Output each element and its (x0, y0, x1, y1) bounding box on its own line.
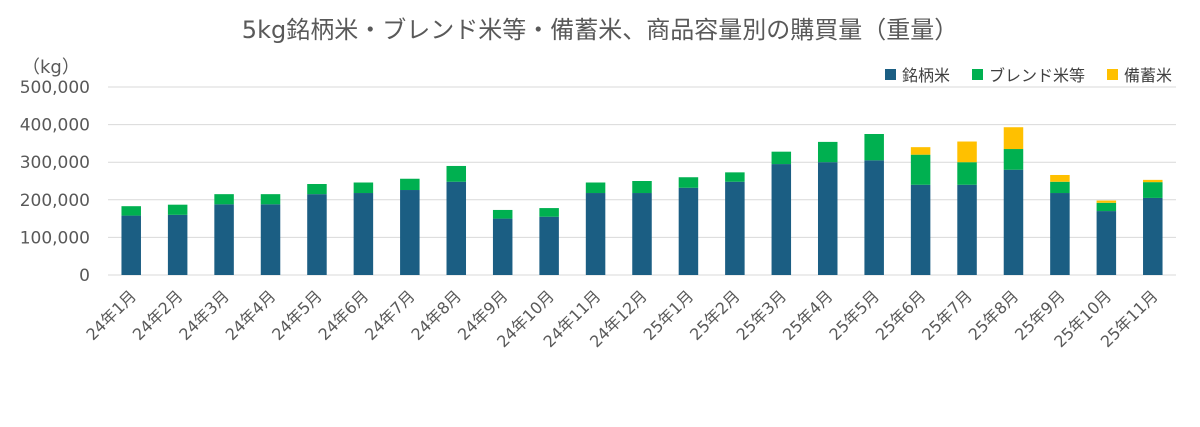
bar-segment-blend-rice (307, 184, 327, 195)
bar-segment-blend-rice (864, 134, 884, 161)
y-tick-label: 500,000 (20, 78, 90, 98)
bar-segment-blend-rice (817, 141, 838, 163)
x-tick-label: 25年6月 (872, 286, 930, 344)
legend-item-stockpile-rice: 備蓄米 (1106, 62, 1172, 86)
bar-segment-brand-rice (678, 187, 699, 275)
legend-label-stockpile-rice: 備蓄米 (1123, 66, 1172, 85)
x-tick-label: 24年4月 (222, 286, 280, 344)
bar-segment-brand-rice (539, 216, 559, 275)
bar-segment-blend-rice (400, 178, 420, 191)
y-tick-label: 0 (79, 266, 90, 286)
x-tick-label: 24年5月 (268, 286, 326, 344)
x-tick-label: 25年1月 (640, 286, 698, 344)
x-tick-label: 24年3月 (175, 286, 233, 344)
bar-segment-blend-rice (771, 151, 792, 165)
y-tick-label: 100,000 (20, 228, 90, 248)
bar-segment-blend-rice (260, 194, 281, 205)
bar-segment-brand-rice (771, 164, 792, 275)
bar-segment-blend-rice (1143, 182, 1163, 198)
chart-title: 5kg銘柄米・ブレンド米等・備蓄米、商品容量別の購買量（重量） (241, 16, 959, 44)
bar-segment-blend-rice (353, 182, 374, 194)
y-tick-label: 200,000 (20, 191, 90, 211)
legend-swatch-blend-rice (971, 68, 983, 80)
bar-segment-blend-rice (1096, 202, 1117, 212)
bar-segment-brand-rice (260, 204, 281, 275)
bar-segment-blend-rice (1050, 181, 1070, 194)
bar-segment-brand-rice (492, 218, 513, 275)
bar-segment-blend-rice (1003, 149, 1024, 170)
bar-segment-blend-rice (214, 194, 234, 205)
bar-segment-brand-rice (307, 194, 327, 275)
bar-segment-blend-rice (725, 172, 745, 182)
bar-layer (121, 127, 1163, 275)
bar-segment-stockpile-rice (957, 141, 977, 163)
bar-segment-brand-rice (446, 181, 467, 275)
bar-segment-brand-rice (725, 181, 745, 275)
bar-segment-brand-rice (817, 162, 838, 275)
bar-segment-blend-rice (539, 208, 559, 217)
bar-segment-stockpile-rice (1143, 179, 1163, 183)
bar-segment-blend-rice (121, 206, 141, 216)
x-tick-label: 25年3月 (732, 286, 790, 344)
x-tick-label: 24年2月 (129, 286, 187, 344)
bar-segment-blend-rice (167, 204, 188, 215)
y-tick-label: 400,000 (20, 116, 90, 136)
legend-swatch-brand-rice (884, 68, 896, 80)
x-tick-label: 25年2月 (686, 286, 744, 344)
legend-item-blend-rice: ブレンド米等 (971, 62, 1085, 86)
bar-segment-blend-rice (678, 177, 699, 188)
bar-segment-blend-rice (910, 154, 931, 185)
y-axis-unit-label: （kg） (22, 57, 80, 78)
bar-segment-blend-rice (585, 182, 606, 194)
bar-segment-stockpile-rice (1050, 174, 1070, 182)
bar-segment-stockpile-rice (910, 147, 931, 155)
bar-segment-stockpile-rice (1003, 127, 1024, 150)
bar-segment-brand-rice (214, 204, 234, 275)
x-tick-label: 24年8月 (407, 286, 465, 344)
legend: 銘柄米 ブレンド米等 備蓄米 (884, 62, 1172, 86)
bar-segment-brand-rice (353, 193, 374, 275)
bar-segment-stockpile-rice (1096, 200, 1117, 203)
bar-segment-brand-rice (632, 193, 652, 275)
bar-segment-brand-rice (910, 184, 931, 275)
bar-segment-brand-rice (167, 214, 188, 275)
x-tick-label: 25年4月 (779, 286, 837, 344)
y-tick-label: 300,000 (20, 153, 90, 173)
x-tick-label: 25年8月 (965, 286, 1023, 344)
bar-segment-blend-rice (957, 162, 977, 185)
x-tick-label: 24年6月 (315, 286, 373, 344)
x-tick-label: 25年5月 (825, 286, 883, 344)
x-tick-label: 25年7月 (918, 286, 976, 344)
bar-segment-blend-rice (632, 181, 652, 194)
legend-item-brand-rice: 銘柄米 (884, 62, 950, 86)
x-tick-label: 24年7月 (361, 286, 419, 344)
bar-segment-brand-rice (864, 160, 884, 275)
bar-segment-brand-rice (585, 193, 606, 275)
x-tick-label: 24年1月 (82, 286, 140, 344)
bar-segment-brand-rice (1096, 211, 1117, 275)
bar-segment-brand-rice (1143, 197, 1163, 275)
bar-segment-blend-rice (492, 209, 513, 219)
bar-segment-brand-rice (957, 184, 977, 275)
bar-segment-brand-rice (1050, 193, 1070, 275)
bar-segment-blend-rice (446, 165, 467, 182)
legend-label-blend-rice: ブレンド米等 (988, 66, 1085, 85)
legend-label-brand-rice: 銘柄米 (901, 66, 950, 85)
legend-swatch-stockpile-rice (1106, 68, 1118, 80)
bar-segment-brand-rice (400, 190, 420, 275)
bar-segment-brand-rice (1003, 169, 1024, 275)
bar-segment-brand-rice (121, 215, 141, 275)
